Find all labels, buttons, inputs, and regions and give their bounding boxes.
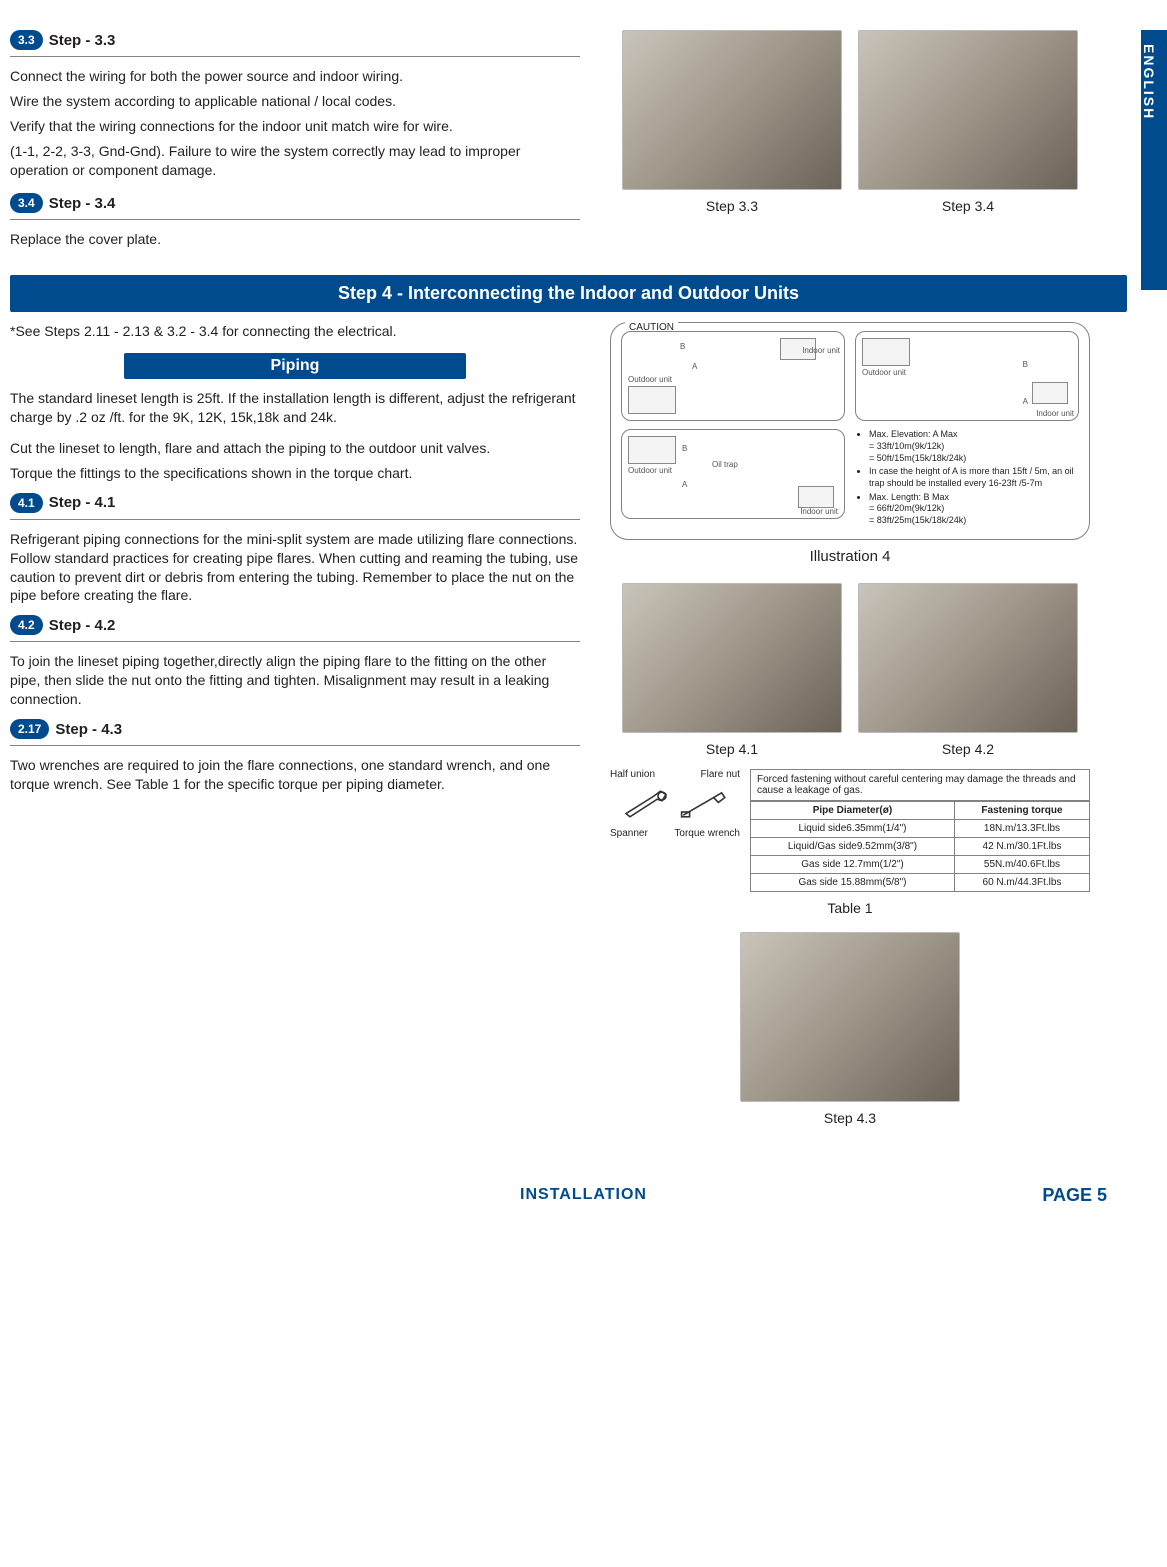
photo-caption-3-4: Step 3.4 [858, 198, 1078, 214]
caution-subdiagram-2: Outdoor unit Indoor unit Oil trap A B [621, 429, 845, 519]
table-1-label: Table 1 [610, 900, 1090, 916]
photo-step-3-3 [622, 30, 842, 190]
table-row: 42 N.m/30.1Ft.lbs [954, 837, 1089, 855]
divider [10, 745, 580, 746]
piping-body-1: The standard lineset length is 25ft. If … [10, 389, 580, 427]
divider [10, 56, 580, 57]
table-row: Liquid side6.35mm(1/4") [751, 819, 955, 837]
photo-step-3-4 [858, 30, 1078, 190]
torque-table-header-1: Pipe Diameter(ø) [751, 801, 955, 819]
step-badge-4-2: 4.2 [10, 615, 43, 635]
step-3-3-heading: 3.3 Step - 3.3 [10, 30, 580, 50]
torque-wrench-icon [680, 786, 728, 822]
table-row: 55N.m/40.6Ft.lbs [954, 855, 1089, 873]
step-4-3-body: Two wrenches are required to join the fl… [10, 756, 580, 794]
step-title-4-1: Step - 4.1 [49, 494, 116, 511]
step-4-1-body: Refrigerant piping connections for the m… [10, 530, 580, 606]
language-tab-label: ENGLISH [1141, 30, 1157, 120]
tool-label-flare-nut: Flare nut [701, 769, 740, 780]
step-badge-3-3: 3.3 [10, 30, 43, 50]
piping-body-2: Cut the lineset to length, flare and att… [10, 439, 580, 458]
step-4-1-heading: 4.1 Step - 4.1 [10, 493, 580, 513]
tool-label-half-union: Half union [610, 769, 655, 780]
divider [10, 519, 580, 520]
caution-bullets: Max. Elevation: A Max = 33ft/10m(9k/12k)… [855, 429, 1079, 527]
divider [10, 641, 580, 642]
step-3-4-heading: 3.4 Step - 3.4 [10, 193, 580, 213]
step-badge-4-3: 2.17 [10, 719, 49, 739]
step-3-4-body-1: Replace the cover plate. [10, 230, 580, 249]
table-row: Liquid/Gas side9.52mm(3/8") [751, 837, 955, 855]
torque-table-header-2: Fastening torque [954, 801, 1089, 819]
step-4-3-heading: 2.17 Step - 4.3 [10, 719, 580, 739]
page-footer: INSTALLATION PAGE 5 [0, 1185, 1167, 1206]
step-title-3-3: Step - 3.3 [49, 32, 116, 49]
piping-heading: Piping [124, 353, 466, 379]
spanner-icon [622, 786, 670, 822]
step-title-4-3: Step - 4.3 [55, 721, 122, 738]
step-3-3-body-2: Wire the system according to applicable … [10, 92, 580, 111]
step-3-3-body-3: Verify that the wiring connections for t… [10, 117, 580, 136]
photo-caption-4-2: Step 4.2 [858, 741, 1078, 757]
caution-bullet-1: Max. Elevation: A Max = 33ft/10m(9k/12k)… [869, 429, 1079, 464]
caution-bullet-2: In case the height of A is more than 15f… [869, 466, 1079, 489]
step-title-4-2: Step - 4.2 [49, 617, 116, 634]
table-row: Gas side 12.7mm(1/2") [751, 855, 955, 873]
tool-label-torque-wrench: Torque wrench [674, 828, 740, 839]
divider [10, 219, 580, 220]
footer-section-label: INSTALLATION [0, 1186, 1167, 1204]
caution-subdiagram-3: Outdoor unit Indoor unit B A [855, 331, 1079, 421]
photo-step-4-3 [740, 932, 960, 1102]
step-badge-3-4: 3.4 [10, 193, 43, 213]
photo-caption-3-3: Step 3.3 [622, 198, 842, 214]
step-3-3-body-4: (1-1, 2-2, 3-3, Gnd-Gnd). Failure to wir… [10, 142, 580, 180]
step-3-3-body-1: Connect the wiring for both the power so… [10, 67, 580, 86]
section-4-note: *See Steps 2.11 - 2.13 & 3.2 - 3.4 for c… [10, 322, 580, 341]
step-4-2-heading: 4.2 Step - 4.2 [10, 615, 580, 635]
step-4-2-body: To join the lineset piping together,dire… [10, 652, 580, 709]
step-title-3-4: Step - 3.4 [49, 195, 116, 212]
caution-subdiagram-1: Indoor unit Outdoor unit A B [621, 331, 845, 421]
table-row: 18N.m/13.3Ft.lbs [954, 819, 1089, 837]
photo-caption-4-3: Step 4.3 [610, 1110, 1090, 1126]
piping-body-3: Torque the fittings to the specification… [10, 464, 580, 483]
torque-table-caption: Forced fastening without careful centeri… [750, 769, 1090, 801]
photo-step-4-1 [622, 583, 842, 733]
step-badge-4-1: 4.1 [10, 493, 43, 513]
tool-label-spanner: Spanner [610, 828, 648, 839]
torque-table: Forced fastening without careful centeri… [750, 769, 1090, 892]
section-4-banner: Step 4 - Interconnecting the Indoor and … [10, 275, 1127, 312]
table-row: Gas side 15.88mm(5/8") [751, 873, 955, 891]
caution-bullet-3: Max. Length: B Max = 66ft/20m(9k/12k) = … [869, 492, 1079, 527]
table-row: 60 N.m/44.3Ft.lbs [954, 873, 1089, 891]
table-1-region: Half union Flare nut [610, 769, 1090, 892]
language-tab: ENGLISH [1141, 30, 1167, 290]
photo-step-4-2 [858, 583, 1078, 733]
caution-diagram: CAUTION Indoor unit Outdoor unit A B [610, 322, 1090, 540]
photo-caption-4-1: Step 4.1 [622, 741, 842, 757]
illustration-4-caption: Illustration 4 [610, 548, 1090, 565]
